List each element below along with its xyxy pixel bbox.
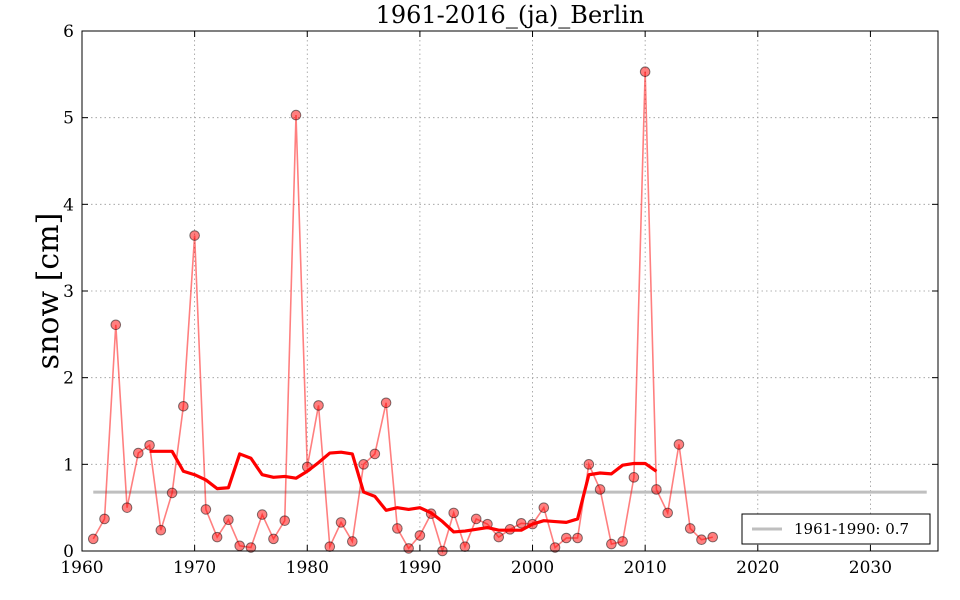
- x-tick-label: 1970: [173, 558, 216, 578]
- data-point: [403, 543, 414, 554]
- data-point: [651, 484, 662, 495]
- data-point: [606, 538, 617, 550]
- y-tick-label: 5: [63, 109, 74, 129]
- data-point: [189, 230, 200, 241]
- data-point: [245, 542, 257, 553]
- data-point: [380, 397, 392, 409]
- data-point: [639, 66, 651, 78]
- y-tick-label: 4: [63, 195, 74, 215]
- data-point: [166, 487, 178, 499]
- data-point: [707, 531, 719, 543]
- data-point: [673, 439, 685, 450]
- data-point: [313, 400, 324, 411]
- data-point: [99, 513, 110, 525]
- data-point: [448, 507, 459, 519]
- data-point: [470, 513, 482, 525]
- data-point: [617, 536, 628, 547]
- data-point: [594, 484, 606, 495]
- annual-snow-line: [92, 71, 713, 554]
- data-point: [572, 532, 583, 544]
- data-point: [290, 109, 302, 121]
- y-tick-label: 2: [63, 369, 74, 389]
- data-point: [392, 523, 403, 534]
- data-point: [696, 534, 707, 546]
- data-point: [234, 540, 245, 552]
- data-point: [87, 533, 99, 545]
- x-axis: 1960 1970 1980 1990 2000 2010 2020 2030: [60, 31, 892, 578]
- data-point: [211, 531, 223, 543]
- data-point: [256, 509, 268, 520]
- chart-title: 1961-2016_(ja)_Berlin: [376, 1, 645, 29]
- data-point: [268, 533, 279, 545]
- data-point: [144, 439, 155, 451]
- data-point: [369, 448, 381, 460]
- series-layer: [87, 66, 927, 557]
- data-point: [223, 514, 234, 526]
- y-tick-label: 1: [63, 455, 74, 475]
- data-point: [178, 400, 189, 412]
- x-tick-label: 2020: [736, 558, 779, 578]
- legend-label: 1961-1990: 0.7: [794, 520, 909, 538]
- data-point: [110, 319, 122, 331]
- x-tick-label: 2030: [849, 558, 892, 578]
- x-tick-label: 1960: [60, 558, 103, 578]
- data-point: [515, 517, 527, 529]
- y-tick-label: 0: [63, 542, 74, 562]
- y-axis-label: snow [cm]: [31, 213, 66, 370]
- data-point: [662, 507, 673, 519]
- data-point: [200, 504, 212, 515]
- data-point: [628, 472, 640, 483]
- legend: 1961-1990: 0.7: [741, 513, 931, 545]
- data-point: [583, 459, 595, 470]
- x-tick-label: 2010: [624, 558, 667, 578]
- data-point: [121, 502, 133, 513]
- data-point: [538, 502, 550, 513]
- moving-average-line: [149, 449, 658, 534]
- y-axis: 0 1 2 3 4 5 6: [63, 22, 938, 562]
- data-point: [279, 515, 291, 526]
- x-tick-label: 1980: [286, 558, 329, 578]
- data-point: [358, 459, 369, 470]
- data-point: [684, 523, 696, 534]
- data-point: [335, 517, 347, 528]
- data-point: [324, 541, 336, 552]
- x-tick-label: 1990: [398, 558, 441, 578]
- y-tick-label: 6: [63, 22, 74, 42]
- data-point: [459, 541, 471, 552]
- data-point: [414, 530, 426, 541]
- data-point: [347, 536, 358, 547]
- data-point: [561, 532, 572, 544]
- plot-frame: [81, 30, 939, 552]
- x-tick-label: 2000: [511, 558, 554, 578]
- y-tick-label: 3: [63, 282, 74, 302]
- data-point: [493, 531, 505, 543]
- data-point: [133, 447, 144, 459]
- data-point: [549, 542, 561, 553]
- data-point: [155, 524, 167, 536]
